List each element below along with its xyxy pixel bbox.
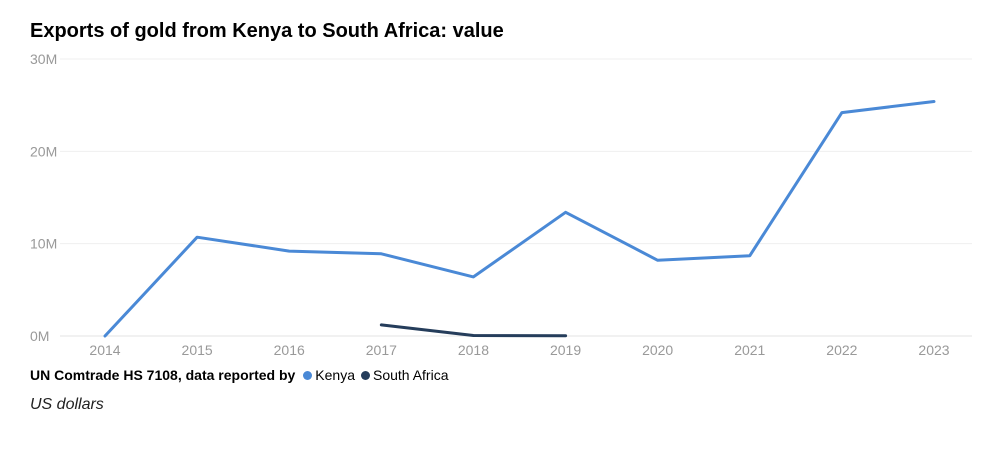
x-tick-label: 2016: [274, 342, 305, 358]
x-tick-label: 2015: [182, 342, 213, 358]
legend-prefix: UN Comtrade HS 7108, data reported by: [30, 367, 296, 383]
series-lines: [103, 100, 936, 338]
y-tick-label: 30M: [30, 51, 57, 67]
units-label: US dollars: [30, 396, 104, 413]
x-tick-label: 2014: [89, 342, 120, 358]
x-tick-label: 2020: [642, 342, 673, 358]
y-tick-label: 0M: [30, 328, 49, 344]
x-tick-label: 2019: [550, 342, 581, 358]
x-tick-label: 2018: [458, 342, 489, 358]
series-line-south-africa[interactable]: [379, 323, 568, 338]
x-tick-label: 2022: [826, 342, 857, 358]
x-tick-label: 2023: [918, 342, 949, 358]
legend-label: Kenya: [315, 367, 355, 383]
series-line-kenya[interactable]: [103, 100, 936, 338]
y-tick-label: 20M: [30, 143, 57, 159]
y-tick-label: 10M: [30, 236, 57, 252]
legend-label: South Africa: [373, 367, 449, 383]
legend-dot-icon: [303, 370, 313, 380]
x-tick-label: 2021: [734, 342, 765, 358]
legend-item-south-africa[interactable]: South Africa: [361, 367, 449, 383]
x-axis-ticks: 2014 2015 2016 2017 2018 2019 2020 2021 2022 2023: [89, 342, 949, 358]
legend: UN Comtrade HS 7108, data reported by Ke…: [30, 367, 455, 383]
grid-lines: [60, 58, 972, 337]
legend-dot-icon: [361, 370, 370, 380]
legend-item-kenya[interactable]: Kenya: [303, 367, 355, 383]
x-tick-label: 2017: [366, 342, 397, 358]
y-axis-ticks: 0M 10M 20M 30M: [30, 51, 57, 344]
chart-title: Exports of gold from Kenya to South Afri…: [30, 20, 504, 42]
